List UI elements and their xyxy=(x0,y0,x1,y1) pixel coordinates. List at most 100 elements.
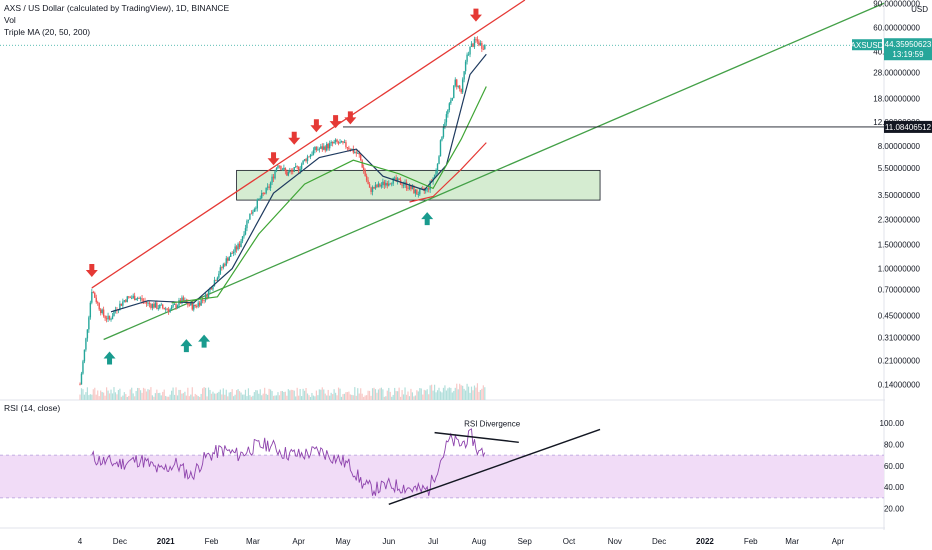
volume-bar xyxy=(267,394,269,400)
candle-body xyxy=(393,177,396,179)
volume-bar xyxy=(82,389,84,400)
candle-body xyxy=(241,236,244,242)
time-tick-label: Nov xyxy=(608,537,622,546)
candle-body xyxy=(388,183,390,186)
candle-body xyxy=(391,183,393,185)
volume-bar xyxy=(407,391,409,400)
volume-bar xyxy=(482,385,484,400)
candle-body xyxy=(333,141,335,144)
volume-bar xyxy=(426,389,428,400)
volume-bar xyxy=(224,394,226,400)
volume-bar xyxy=(286,395,288,400)
candle-body xyxy=(145,301,148,304)
candle-body xyxy=(405,181,408,189)
candle-body xyxy=(476,39,479,42)
volume-bar xyxy=(394,387,396,400)
candle-body xyxy=(275,168,278,172)
volume-bar xyxy=(395,391,397,400)
candle-body xyxy=(194,304,196,307)
volume-bar xyxy=(173,394,176,400)
candle-body xyxy=(475,38,477,40)
volume-bar xyxy=(386,390,388,400)
volume-bar xyxy=(315,390,317,400)
candle-body xyxy=(367,180,369,185)
candle-body xyxy=(80,373,83,385)
candle-body xyxy=(450,100,452,104)
candle-body xyxy=(414,189,417,194)
currency-label: USD xyxy=(911,5,928,14)
volume-bar xyxy=(194,393,196,400)
candle-body xyxy=(416,189,418,195)
volume-bar xyxy=(417,391,419,400)
volume-bar xyxy=(433,384,436,400)
candle-body xyxy=(297,166,300,172)
volume-bar xyxy=(429,385,431,400)
candle-body xyxy=(435,170,437,175)
candle-body xyxy=(244,228,247,235)
volume-bar xyxy=(432,390,434,400)
moving-average-line xyxy=(409,142,487,203)
volume-bar xyxy=(150,387,152,400)
volume-bar xyxy=(302,388,304,400)
candle-body xyxy=(454,79,456,86)
candle-body xyxy=(479,43,482,46)
volume-bar xyxy=(199,396,201,400)
volume-bar xyxy=(467,386,470,400)
volume-bar xyxy=(153,396,155,400)
volume-bar xyxy=(414,395,416,400)
volume-bar xyxy=(299,388,301,400)
candle-body xyxy=(224,264,226,266)
volume-bar xyxy=(160,395,162,400)
down-arrow-icon xyxy=(344,111,357,125)
candle-body xyxy=(289,170,291,173)
price-tick-label: 5.50000000 xyxy=(878,164,921,173)
candle-body xyxy=(92,291,94,293)
price-tick-label: 90.00000000 xyxy=(873,0,920,9)
candle-body xyxy=(162,304,164,308)
volume-bar xyxy=(379,388,381,400)
candle-body xyxy=(99,309,102,314)
candle-body xyxy=(453,85,455,99)
moving-average-line xyxy=(110,53,487,313)
volume-bar xyxy=(240,392,242,400)
candle-body xyxy=(250,213,253,215)
volume-bar xyxy=(333,389,335,400)
volume-bar xyxy=(227,396,229,400)
candle-body xyxy=(278,165,281,167)
candle-body xyxy=(88,317,90,330)
volume-bar xyxy=(193,396,195,400)
candle-body xyxy=(326,143,328,151)
candle-body xyxy=(148,302,151,305)
candle-body xyxy=(481,43,483,49)
volume-bar xyxy=(305,387,307,400)
candle-body xyxy=(188,304,191,306)
candle-body xyxy=(232,251,235,254)
rsi-divergence-line xyxy=(434,431,519,443)
candle-body xyxy=(317,149,319,151)
candle-body xyxy=(125,300,127,302)
volume-bar xyxy=(117,390,120,400)
candle-body xyxy=(370,187,372,192)
volume-bar xyxy=(185,395,187,400)
volume-bar xyxy=(105,387,108,400)
up-arrow-icon xyxy=(103,351,116,365)
candle-body xyxy=(167,309,170,312)
volume-bar xyxy=(382,389,384,400)
volume-bar xyxy=(349,394,351,400)
volume-bar xyxy=(441,392,443,400)
candle-body xyxy=(265,187,267,194)
volume-bar xyxy=(200,393,202,400)
candle-body xyxy=(466,54,468,62)
volume-bar xyxy=(97,390,99,400)
candle-body xyxy=(266,186,269,188)
volume-bar xyxy=(317,395,319,400)
volume-bar xyxy=(159,392,161,400)
volume-bar xyxy=(360,388,362,400)
candle-body xyxy=(132,295,134,298)
candle-body xyxy=(169,309,171,312)
candle-body xyxy=(311,154,313,156)
candle-body xyxy=(182,297,185,302)
volume-bar xyxy=(95,394,97,400)
candle-body xyxy=(292,171,294,172)
